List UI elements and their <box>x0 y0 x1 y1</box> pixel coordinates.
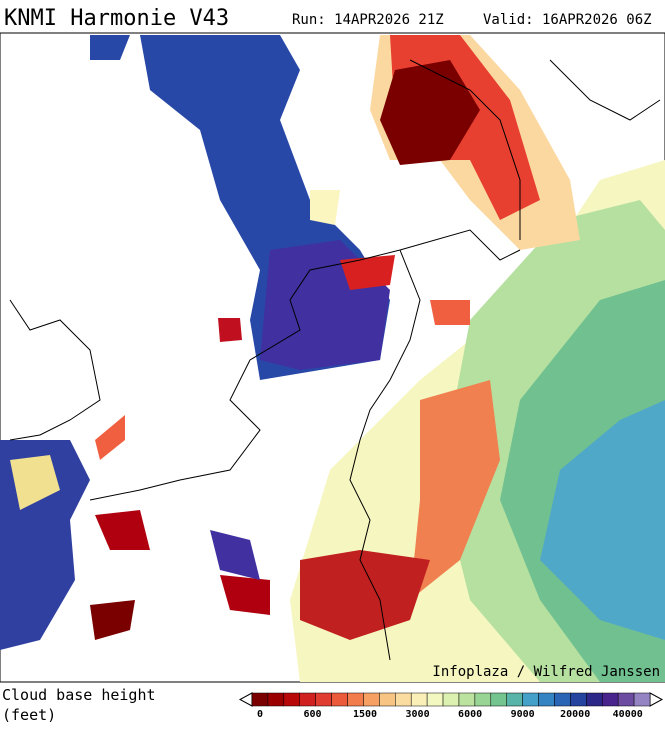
colorbar-swatch <box>379 692 396 707</box>
colorbar-swatch <box>458 692 476 707</box>
colorbar-swatch <box>395 692 412 707</box>
legend-unit: (feet) <box>2 706 56 724</box>
colorbar-label: 1500 <box>353 709 377 720</box>
colorbar-swatch <box>617 692 635 707</box>
colorbar-arrow <box>238 692 253 707</box>
legend-title: Cloud base height <box>2 686 156 704</box>
colorbar-swatch <box>633 692 651 707</box>
colorbar-swatch <box>474 692 492 707</box>
colorbar-swatch <box>570 692 587 707</box>
colorbar-swatch <box>442 692 460 707</box>
colorbar-swatch <box>490 692 507 707</box>
colorbar-swatch <box>267 692 285 707</box>
colorbar-arrow <box>649 692 664 707</box>
colorbar-label: 9000 <box>511 709 535 720</box>
colorbar-label: 40000 <box>613 709 643 720</box>
colorbar-label: 0 <box>257 709 263 720</box>
map: Infoplaza / Wilfred Janssen <box>0 32 665 683</box>
run-time: Run: 14APR2026 21Z <box>292 12 444 28</box>
cloud-field <box>0 35 665 682</box>
colorbar-swatch <box>586 692 603 707</box>
colorbar-swatch <box>363 692 380 707</box>
colorbar-swatch <box>347 692 364 707</box>
colorbar-swatch <box>538 692 555 707</box>
colorbar-swatch <box>410 692 428 707</box>
colorbar-swatch <box>554 692 571 707</box>
colorbar-swatch <box>299 692 316 707</box>
colorbar: 0 600 1500 3000 6000 9000 20000 40000 <box>238 692 664 720</box>
colorbar-swatch <box>315 692 332 707</box>
colorbar-swatch <box>522 692 539 707</box>
colorbar-swatch <box>506 692 523 707</box>
colorbar-swatch <box>251 692 269 707</box>
colorbar-label: 6000 <box>458 709 482 720</box>
credit: Infoplaza / Wilfred Janssen <box>432 664 660 680</box>
colorbar-swatch <box>331 692 348 707</box>
colorbar-swatch <box>601 692 619 707</box>
colorbar-label: 600 <box>303 709 321 720</box>
title: KNMI Harmonie V43 <box>4 6 229 31</box>
valid-time: Valid: 16APR2026 06Z <box>483 12 652 28</box>
coastlines <box>9 59 661 661</box>
colorbar-swatch <box>283 692 301 707</box>
colorbar-label: 20000 <box>560 709 590 720</box>
colorbar-swatch <box>426 692 444 707</box>
colorbar-label: 3000 <box>406 709 430 720</box>
